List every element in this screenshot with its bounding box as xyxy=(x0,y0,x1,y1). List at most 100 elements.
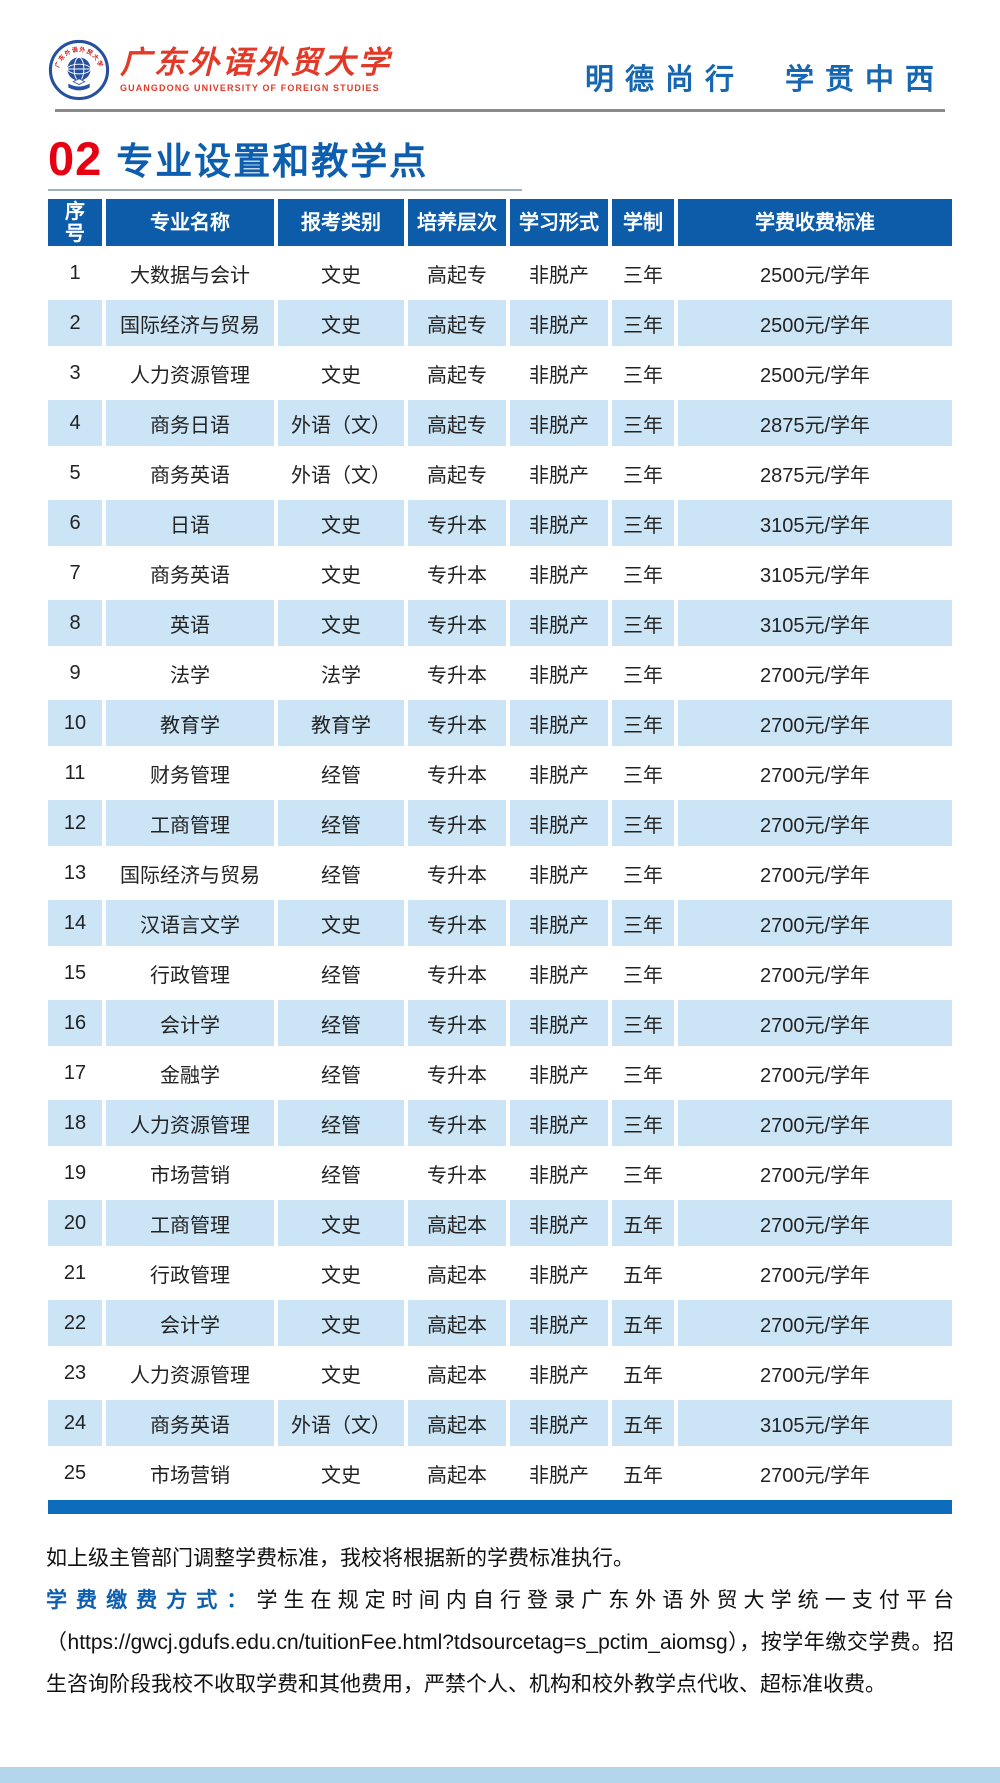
cell-index: 12 xyxy=(48,800,102,847)
cell-level: 高起本 xyxy=(408,1250,506,1297)
programs-table: 序号 专业名称 报考类别 培养层次 学习形式 学制 学费收费标准 1 大数据与会… xyxy=(48,199,952,1497)
cell-tuition: 2700元/学年 xyxy=(678,950,952,997)
cell-duration: 三年 xyxy=(612,700,674,747)
university-name-en: GUANGDONG UNIVERSITY OF FOREIGN STUDIES xyxy=(120,83,380,94)
cell-study-form: 非脱产 xyxy=(510,900,608,947)
cell-study-form: 非脱产 xyxy=(510,350,608,397)
cell-study-form: 非脱产 xyxy=(510,600,608,647)
cell-study-form: 非脱产 xyxy=(510,500,608,547)
cell-level: 高起专 xyxy=(408,450,506,497)
cell-major: 商务日语 xyxy=(106,400,274,447)
cell-tuition: 2875元/学年 xyxy=(678,400,952,447)
header-divider xyxy=(55,109,945,112)
cell-major: 市场营销 xyxy=(106,1150,274,1197)
cell-index: 2 xyxy=(48,300,102,347)
cell-tuition: 2700元/学年 xyxy=(678,1300,952,1347)
cell-exam-category: 文史 xyxy=(278,1200,404,1247)
cell-level: 专升本 xyxy=(408,600,506,647)
cell-major: 汉语言文学 xyxy=(106,900,274,947)
table-row: 1 大数据与会计 文史 高起专 非脱产 三年 2500元/学年 xyxy=(48,250,952,297)
cell-tuition: 2700元/学年 xyxy=(678,1250,952,1297)
cell-duration: 三年 xyxy=(612,600,674,647)
cell-tuition: 3105元/学年 xyxy=(678,550,952,597)
tuition-adjust-note: 如上级主管部门调整学费标准，我校将根据新的学费标准执行。 xyxy=(46,1547,634,1571)
table-row: 4 商务日语 外语（文） 高起专 非脱产 三年 2875元/学年 xyxy=(48,400,952,447)
cell-index: 21 xyxy=(48,1250,102,1297)
cell-study-form: 非脱产 xyxy=(510,300,608,347)
cell-duration: 五年 xyxy=(612,1350,674,1397)
cell-index: 22 xyxy=(48,1300,102,1347)
cell-level: 专升本 xyxy=(408,1000,506,1047)
cell-duration: 三年 xyxy=(612,250,674,297)
cell-exam-category: 法学 xyxy=(278,650,404,697)
cell-exam-category: 外语（文） xyxy=(278,400,404,447)
cell-level: 高起本 xyxy=(408,1450,506,1497)
table-row: 2 国际经济与贸易 文史 高起专 非脱产 三年 2500元/学年 xyxy=(48,300,952,347)
table-row: 22 会计学 文史 高起本 非脱产 五年 2700元/学年 xyxy=(48,1300,952,1347)
cell-tuition: 2700元/学年 xyxy=(678,1150,952,1197)
cell-study-form: 非脱产 xyxy=(510,450,608,497)
cell-duration: 三年 xyxy=(612,900,674,947)
cell-major: 商务英语 xyxy=(106,550,274,597)
cell-level: 高起专 xyxy=(408,250,506,297)
cell-index: 10 xyxy=(48,700,102,747)
cell-level: 专升本 xyxy=(408,1100,506,1147)
notes-block: 如上级主管部门调整学费标准，我校将根据新的学费标准执行。 学费缴费方式：学生在规… xyxy=(46,1538,954,1706)
table-row: 25 市场营销 文史 高起本 非脱产 五年 2700元/学年 xyxy=(48,1450,952,1497)
table-row: 8 英语 文史 专升本 非脱产 三年 3105元/学年 xyxy=(48,600,952,647)
cell-duration: 五年 xyxy=(612,1400,674,1447)
section-title: 02 专业设置和教学点 xyxy=(48,132,522,192)
table-row: 19 市场营销 经管 专升本 非脱产 三年 2700元/学年 xyxy=(48,1150,952,1197)
cell-duration: 三年 xyxy=(612,300,674,347)
cell-level: 专升本 xyxy=(408,850,506,897)
cell-exam-category: 文史 xyxy=(278,350,404,397)
cell-study-form: 非脱产 xyxy=(510,250,608,297)
section-number: 02 xyxy=(48,132,103,185)
cell-duration: 三年 xyxy=(612,800,674,847)
column-header-level: 培养层次 xyxy=(408,199,506,247)
cell-level: 专升本 xyxy=(408,1150,506,1197)
cell-study-form: 非脱产 xyxy=(510,1450,608,1497)
cell-study-form: 非脱产 xyxy=(510,550,608,597)
cell-index: 20 xyxy=(48,1200,102,1247)
table-row: 10 教育学 教育学 专升本 非脱产 三年 2700元/学年 xyxy=(48,700,952,747)
cell-duration: 三年 xyxy=(612,400,674,447)
table-row: 5 商务英语 外语（文） 高起专 非脱产 三年 2875元/学年 xyxy=(48,450,952,497)
cell-tuition: 2700元/学年 xyxy=(678,1050,952,1097)
table-row: 17 金融学 经管 专升本 非脱产 三年 2700元/学年 xyxy=(48,1050,952,1097)
cell-duration: 三年 xyxy=(612,950,674,997)
cell-duration: 三年 xyxy=(612,1050,674,1097)
university-logo-text: 广东外语外贸大学 GUANGDONG UNIVERSITY OF FOREIGN… xyxy=(120,47,392,94)
cell-level: 专升本 xyxy=(408,500,506,547)
cell-level: 高起专 xyxy=(408,300,506,347)
cell-exam-category: 文史 xyxy=(278,900,404,947)
cell-major: 工商管理 xyxy=(106,800,274,847)
table-row: 3 人力资源管理 文史 高起专 非脱产 三年 2500元/学年 xyxy=(48,350,952,397)
table-row: 13 国际经济与贸易 经管 专升本 非脱产 三年 2700元/学年 xyxy=(48,850,952,897)
table-row: 6 日语 文史 专升本 非脱产 三年 3105元/学年 xyxy=(48,500,952,547)
cell-index: 14 xyxy=(48,900,102,947)
cell-index: 11 xyxy=(48,750,102,797)
cell-level: 专升本 xyxy=(408,900,506,947)
cell-exam-category: 经管 xyxy=(278,1100,404,1147)
cell-index: 17 xyxy=(48,1050,102,1097)
table-body: 1 大数据与会计 文史 高起专 非脱产 三年 2500元/学年 2 国际经济与贸… xyxy=(48,250,952,1497)
cell-level: 高起本 xyxy=(408,1200,506,1247)
cell-tuition: 2700元/学年 xyxy=(678,650,952,697)
cell-tuition: 2700元/学年 xyxy=(678,900,952,947)
cell-exam-category: 经管 xyxy=(278,950,404,997)
column-header-index: 序号 xyxy=(48,199,102,247)
cell-duration: 三年 xyxy=(612,1150,674,1197)
cell-level: 专升本 xyxy=(408,950,506,997)
cell-index: 3 xyxy=(48,350,102,397)
column-header-tuition: 学费收费标准 xyxy=(678,199,952,247)
table-footer-bar xyxy=(48,1500,952,1515)
cell-major: 市场营销 xyxy=(106,1450,274,1497)
cell-duration: 五年 xyxy=(612,1250,674,1297)
cell-level: 专升本 xyxy=(408,800,506,847)
cell-study-form: 非脱产 xyxy=(510,650,608,697)
cell-major: 财务管理 xyxy=(106,750,274,797)
cell-study-form: 非脱产 xyxy=(510,1350,608,1397)
cell-duration: 三年 xyxy=(612,550,674,597)
cell-duration: 五年 xyxy=(612,1450,674,1497)
